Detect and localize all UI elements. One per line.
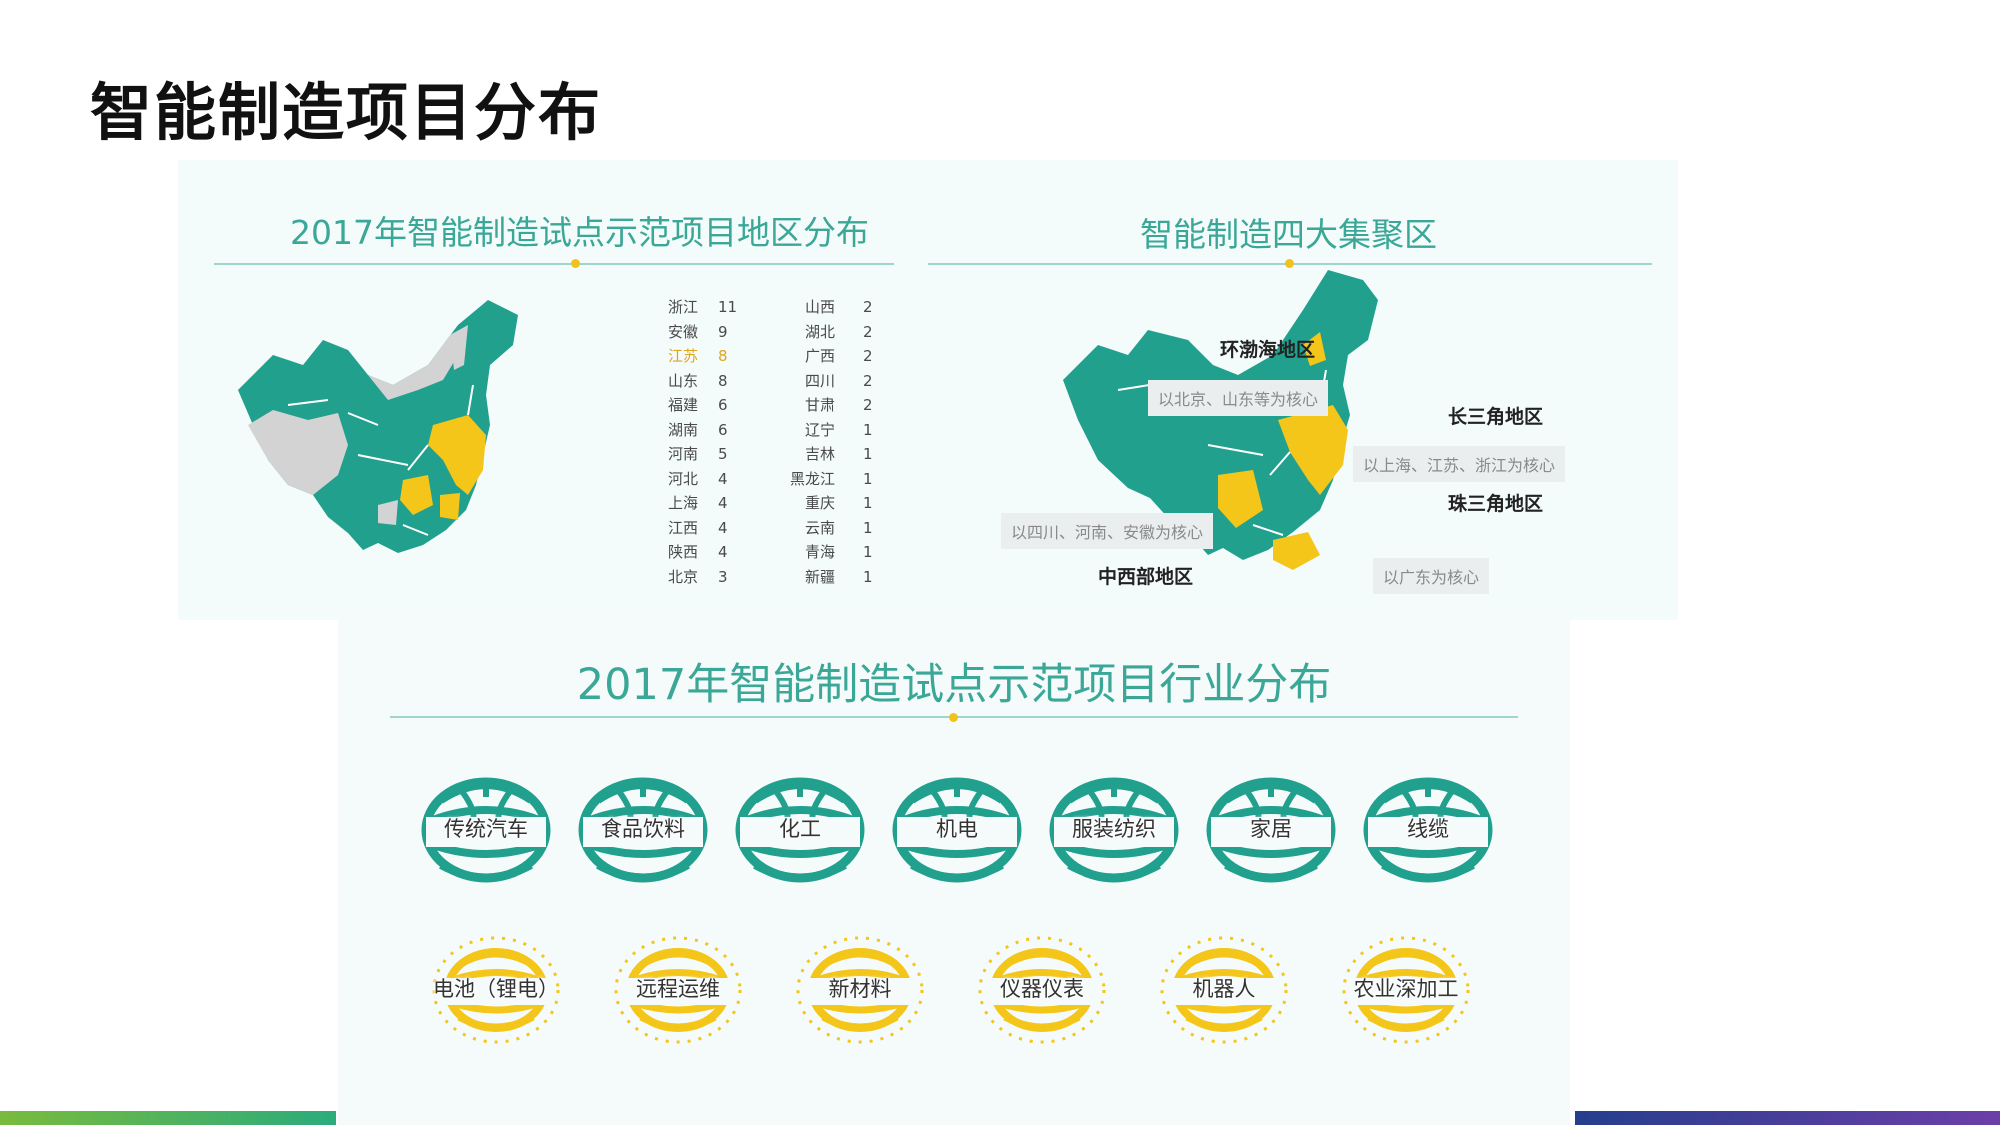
region-panel-title: 2017年智能制造试点示范项目地区分布 [290,213,869,252]
bohai-core-tag: 以北京、山东等为核心 [1148,380,1329,416]
globe-icon [432,936,560,1044]
industry-globe-chemical: 化工 [735,775,865,885]
globe-icon [892,777,1022,883]
industry-globe-home-furnishing: 家居 [1206,775,1336,885]
region-infographic: 2017年智能制造试点示范项目地区分布 浙江 11 安徽 9 江苏 8 山东 8 福建 6… [178,160,1678,620]
globe-icon [1363,777,1493,883]
industry-globe-agri-processing: 农业深加工 [1341,935,1471,1045]
industry-label: 远程运维 [636,977,720,1001]
footer-accent-bar-right [1575,1111,2000,1125]
china-map-distribution [238,300,518,553]
industry-globe-cable: 线缆 [1363,775,1493,885]
yangtze-core-tag: 以上海、江苏、浙江为核心 [1353,446,1566,482]
industry-globe-apparel-textile: 服装纺织 [1049,775,1179,885]
globe-icon [796,936,924,1044]
footer-accent-bar-left [0,1111,336,1125]
cluster-panel-title: 智能制造四大集聚区 [1140,215,1437,254]
industry-label: 线缆 [1407,817,1449,841]
industry-label: 仪器仪表 [1000,977,1084,1001]
industry-globe-food-beverage: 食品饮料 [578,775,708,885]
industry-label: 农业深加工 [1353,977,1459,1001]
yangtze-region-label: 长三角地区 [1448,406,1544,428]
industry-label: 电池（锂电） [433,977,559,1001]
region-title-dot [571,259,580,268]
industry-label: 食品饮料 [601,817,685,841]
pearl-core-tag: 以广东为核心 [1373,558,1490,594]
industry-label: 机电 [936,817,978,841]
industry-label: 传统汽车 [444,817,528,841]
industry-globe-traditional-auto: 传统汽车 [421,775,551,885]
region-stats-right: 山西 2 湖北 2 广西 2 四川 2 甘肃 2 辽宁 1 吉林 1 黑龙江 1 重庆 1 云南 1… [789,298,873,586]
industry-label: 新材料 [828,977,892,1001]
industry-infographic: 2017年智能制造试点示范项目行业分布 传统汽车 食品饮料 化工 机电 服装纺织… [338,620,1570,1125]
region-stats-left: 浙江 11 安徽 9 江苏 8 山东 8 福建 6 湖南 6 河南 5 河北 4 上海 4 江西 4… [668,298,738,586]
industry-label: 机器人 [1192,977,1256,1001]
central-west-region-label: 中西部地区 [1098,566,1194,588]
page-title: 智能制造项目分布 [90,76,603,149]
industry-globe-battery: 电池（锂电） [431,935,561,1045]
globe-icon [1342,936,1470,1044]
cluster-title-dot [1285,259,1294,268]
globe-icon [1206,777,1336,883]
industry-globe-robots: 机器人 [1159,935,1289,1045]
globe-icon [1049,777,1179,883]
globe-icon [978,936,1106,1044]
globe-icon [1160,936,1288,1044]
region-title-rule [214,263,894,265]
industry-label: 化工 [779,817,821,841]
globe-icon [578,777,708,883]
industry-label: 服装纺织 [1072,817,1156,841]
industry-globe-instruments: 仪器仪表 [977,935,1107,1045]
globe-icon [735,777,865,883]
globe-icon [614,936,742,1044]
industry-title-dot [949,713,958,722]
central-west-core-tag: 以四川、河南、安徽为核心 [1001,513,1214,549]
globe-icon [421,777,551,883]
industry-globe-remote-maintenance: 远程运维 [613,935,743,1045]
pearl-region-label: 珠三角地区 [1448,493,1544,515]
bohai-region-label: 环渤海地区 [1220,339,1316,361]
industry-globe-electromechanical: 机电 [892,775,1022,885]
industry-globe-new-materials: 新材料 [795,935,925,1045]
industry-label: 家居 [1250,817,1292,841]
industry-panel-title: 2017年智能制造试点示范项目行业分布 [576,660,1332,710]
